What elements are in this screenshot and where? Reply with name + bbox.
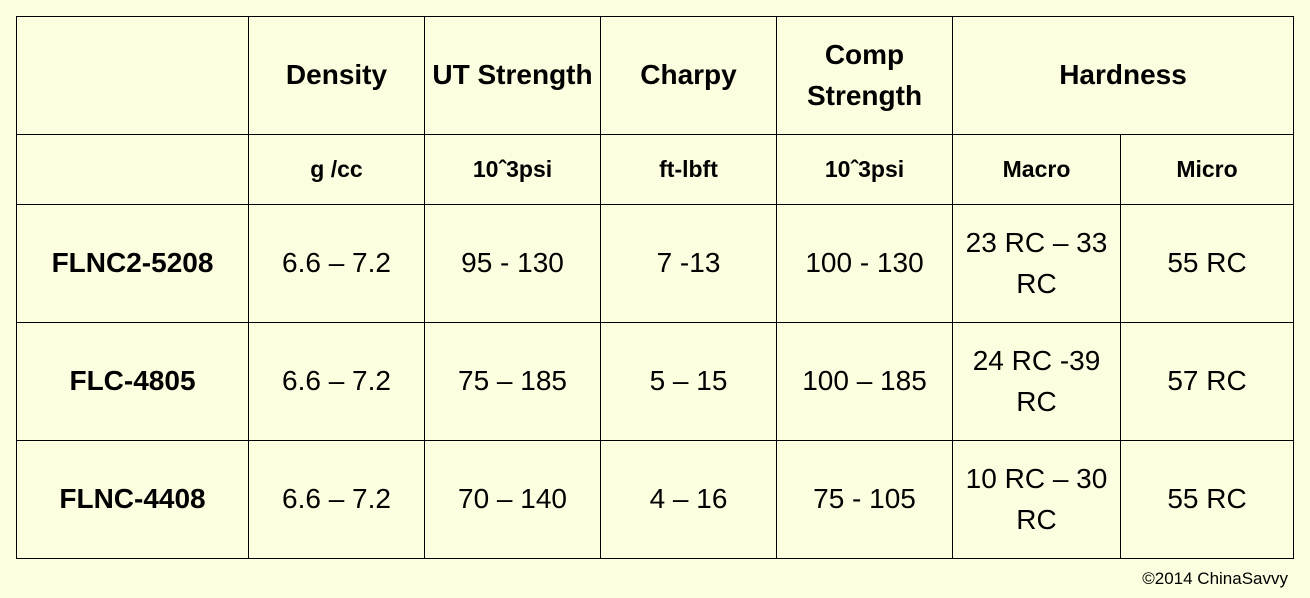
material-name: FLNC2-5208 [16, 204, 249, 323]
micro-hardness-value: 55 RC [1120, 440, 1294, 559]
units-empty-cell [16, 134, 249, 205]
material-name: FLC-4805 [16, 322, 249, 441]
header-row: Density UT Strength Charpy Comp Strength… [16, 16, 1294, 135]
charpy-value: 5 – 15 [600, 322, 777, 441]
subheader-micro: Micro [1120, 134, 1294, 205]
units-row: g /cc 10ˆ3psi ft-lbft 10ˆ3psi Macro Micr… [16, 134, 1294, 205]
header-ut-strength: UT Strength [424, 16, 601, 135]
spec-table-container: Density UT Strength Charpy Comp Strength… [16, 16, 1294, 559]
header-empty-cell [16, 16, 249, 135]
unit-charpy: ft-lbft [600, 134, 777, 205]
subheader-macro: Macro [952, 134, 1121, 205]
material-properties-table: Density UT Strength Charpy Comp Strength… [16, 16, 1294, 559]
comp-strength-value: 100 – 185 [776, 322, 953, 441]
density-value: 6.6 – 7.2 [248, 440, 425, 559]
header-hardness: Hardness [952, 16, 1294, 135]
macro-hardness-value: 10 RC – 30 RC [952, 440, 1121, 559]
header-density: Density [248, 16, 425, 135]
comp-strength-value: 75 - 105 [776, 440, 953, 559]
ut-strength-value: 95 - 130 [424, 204, 601, 323]
density-value: 6.6 – 7.2 [248, 322, 425, 441]
material-name: FLNC-4408 [16, 440, 249, 559]
unit-comp-strength: 10ˆ3psi [776, 134, 953, 205]
macro-hardness-value: 23 RC – 33 RC [952, 204, 1121, 323]
charpy-value: 4 – 16 [600, 440, 777, 559]
ut-strength-value: 75 – 185 [424, 322, 601, 441]
table-row: FLNC-4408 6.6 – 7.2 70 – 140 4 – 16 75 -… [16, 440, 1294, 559]
micro-hardness-value: 57 RC [1120, 322, 1294, 441]
macro-hardness-value: 24 RC -39 RC [952, 322, 1121, 441]
density-value: 6.6 – 7.2 [248, 204, 425, 323]
ut-strength-value: 70 – 140 [424, 440, 601, 559]
micro-hardness-value: 55 RC [1120, 204, 1294, 323]
table-row: FLNC2-5208 6.6 – 7.2 95 - 130 7 -13 100 … [16, 204, 1294, 323]
unit-ut-strength: 10ˆ3psi [424, 134, 601, 205]
charpy-value: 7 -13 [600, 204, 777, 323]
copyright-notice: ©2014 ChinaSavvy [1142, 569, 1288, 588]
unit-density: g /cc [248, 134, 425, 205]
header-charpy: Charpy [600, 16, 777, 135]
table-row: FLC-4805 6.6 – 7.2 75 – 185 5 – 15 100 –… [16, 322, 1294, 441]
comp-strength-value: 100 - 130 [776, 204, 953, 323]
header-comp-strength: Comp Strength [776, 16, 953, 135]
